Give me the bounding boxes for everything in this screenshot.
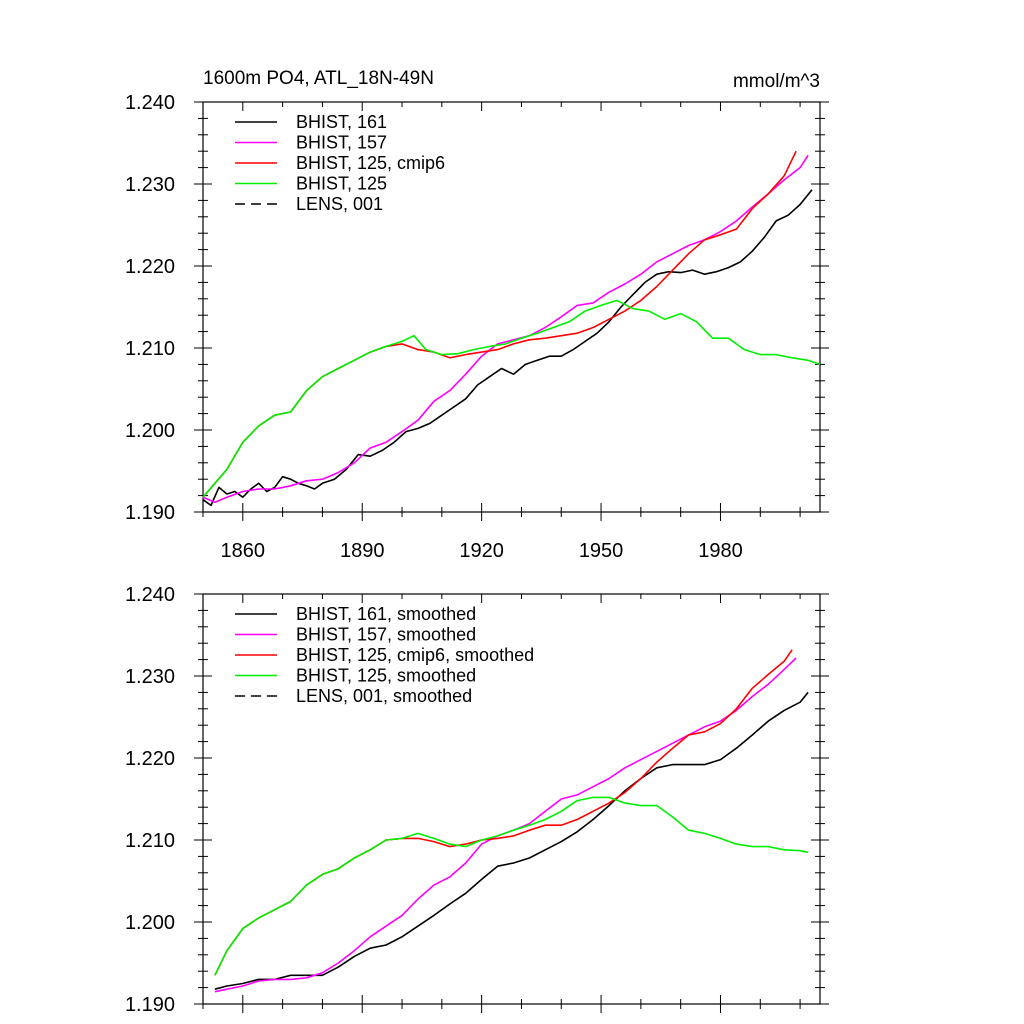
y-tick-label: 1.220 bbox=[125, 748, 175, 770]
y-tick-label: 1.230 bbox=[125, 174, 175, 196]
legend-label-1: BHIST, 161, smoothed bbox=[296, 604, 476, 624]
series-line-2 bbox=[202, 154, 809, 504]
y-tick-label: 1.210 bbox=[125, 830, 175, 852]
y-tick-label: 1.240 bbox=[125, 92, 175, 114]
legend-label-5: LENS, 001 bbox=[296, 194, 383, 214]
legend-label-3: BHIST, 125, cmip6 bbox=[296, 153, 445, 173]
legend-label-5: LENS, 001, smoothed bbox=[296, 686, 472, 706]
y-tick-label: 1.220 bbox=[125, 256, 175, 278]
units-label: mmol/m^3 bbox=[733, 71, 820, 92]
y-tick-label: 1.190 bbox=[125, 502, 175, 524]
x-tick-label: 1980 bbox=[698, 540, 743, 562]
series-line-4 bbox=[214, 796, 809, 976]
y-tick-label: 1.240 bbox=[125, 584, 175, 606]
x-tick-label: 1920 bbox=[459, 540, 504, 562]
x-tick-label: 1950 bbox=[579, 540, 624, 562]
y-tick-label: 1.190 bbox=[125, 994, 175, 1016]
y-tick-label: 1.200 bbox=[125, 420, 175, 442]
series-line-2 bbox=[214, 657, 797, 993]
y-tick-label: 1.230 bbox=[125, 666, 175, 688]
plot-frame bbox=[202, 593, 821, 1005]
legend-label-2: BHIST, 157, smoothed bbox=[296, 625, 476, 645]
series-line-1 bbox=[214, 691, 809, 990]
legend-label-4: BHIST, 125, smoothed bbox=[296, 666, 476, 686]
legend-label-4: BHIST, 125 bbox=[296, 174, 387, 194]
bottom-panel: 1.190 1.200 1.210 1.220 1.230 1.240 BHIST, 161… bbox=[125, 584, 829, 1016]
series-line-3 bbox=[202, 150, 797, 498]
series-line-4 bbox=[202, 299, 821, 498]
chart-title: 1600m PO4, ATL_18N-49N bbox=[203, 68, 434, 89]
legend-label-2: BHIST, 157 bbox=[296, 133, 387, 153]
x-tick-label: 1860 bbox=[221, 540, 266, 562]
y-tick-label: 1.210 bbox=[125, 338, 175, 360]
plot-frame bbox=[202, 101, 821, 513]
y-tick-label: 1.200 bbox=[125, 912, 175, 934]
x-tick-label: 1890 bbox=[340, 540, 385, 562]
top-panel: 1860 1890 1920 1950 1980 1.190 1.200 1.210 1.220… bbox=[125, 92, 829, 562]
series-line-1 bbox=[202, 189, 813, 507]
legend-label-1: BHIST, 161 bbox=[296, 112, 387, 132]
legend-label-3: BHIST, 125, cmip6, smoothed bbox=[296, 645, 534, 665]
